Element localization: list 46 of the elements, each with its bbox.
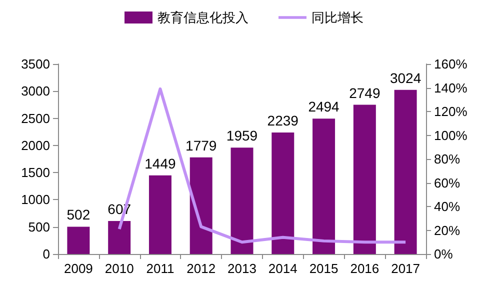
y-tick-label: 500 bbox=[28, 219, 50, 234]
y-tick-label: 1000 bbox=[21, 192, 50, 208]
data-label: 1779 bbox=[186, 137, 217, 154]
x-tick-label: 2011 bbox=[146, 261, 174, 276]
bar bbox=[190, 157, 212, 254]
bar bbox=[108, 221, 131, 254]
y2-tick-label: 100% bbox=[434, 128, 468, 143]
y2-tick-label: 80% bbox=[434, 152, 460, 166]
data-label: 2749 bbox=[349, 84, 380, 101]
y2-tick-label: 120% bbox=[434, 104, 468, 119]
bar bbox=[230, 148, 254, 254]
data-label: 607 bbox=[108, 201, 132, 218]
y-tick-label: 0 bbox=[42, 246, 50, 262]
bar bbox=[272, 132, 294, 254]
y-tick-label: 3000 bbox=[21, 84, 50, 99]
legend-label: 同比增长 bbox=[312, 10, 364, 25]
y2-tick-label: 60% bbox=[434, 175, 460, 190]
legend-label: 教育信息化投入 bbox=[158, 10, 248, 25]
bar bbox=[67, 226, 90, 254]
y-tick-label: 1500 bbox=[21, 165, 50, 180]
y-tick-label: 2500 bbox=[21, 110, 50, 126]
x-tick-label: 2017 bbox=[391, 261, 420, 276]
y2-tick-label: 20% bbox=[434, 222, 460, 238]
x-tick-label: 2016 bbox=[350, 261, 380, 276]
y2-tick-label: 140% bbox=[434, 80, 468, 96]
y-tick-label: 2000 bbox=[21, 138, 50, 153]
data-label: 2239 bbox=[267, 112, 299, 128]
y-tick-label: 3500 bbox=[21, 56, 50, 72]
bar bbox=[148, 175, 172, 254]
data-label: 2494 bbox=[308, 98, 340, 115]
y2-tick-label: 0% bbox=[434, 246, 454, 262]
data-label: 1959 bbox=[226, 128, 258, 144]
x-tick-label: 2013 bbox=[228, 261, 256, 276]
x-tick-label: 2012 bbox=[186, 261, 216, 276]
data-label: 502 bbox=[66, 206, 90, 223]
data-label: 3024 bbox=[390, 70, 422, 86]
bar bbox=[353, 104, 376, 254]
x-tick-label: 2015 bbox=[309, 261, 338, 276]
bar bbox=[394, 90, 417, 254]
y2-tick-label: 40% bbox=[434, 199, 460, 214]
data-label: 1449 bbox=[144, 155, 176, 172]
x-tick-label: 2010 bbox=[104, 261, 134, 276]
x-tick-label: 2009 bbox=[64, 261, 93, 276]
y2-tick-label: 160% bbox=[434, 56, 468, 72]
bar bbox=[312, 118, 336, 254]
x-tick-label: 2014 bbox=[268, 261, 298, 276]
